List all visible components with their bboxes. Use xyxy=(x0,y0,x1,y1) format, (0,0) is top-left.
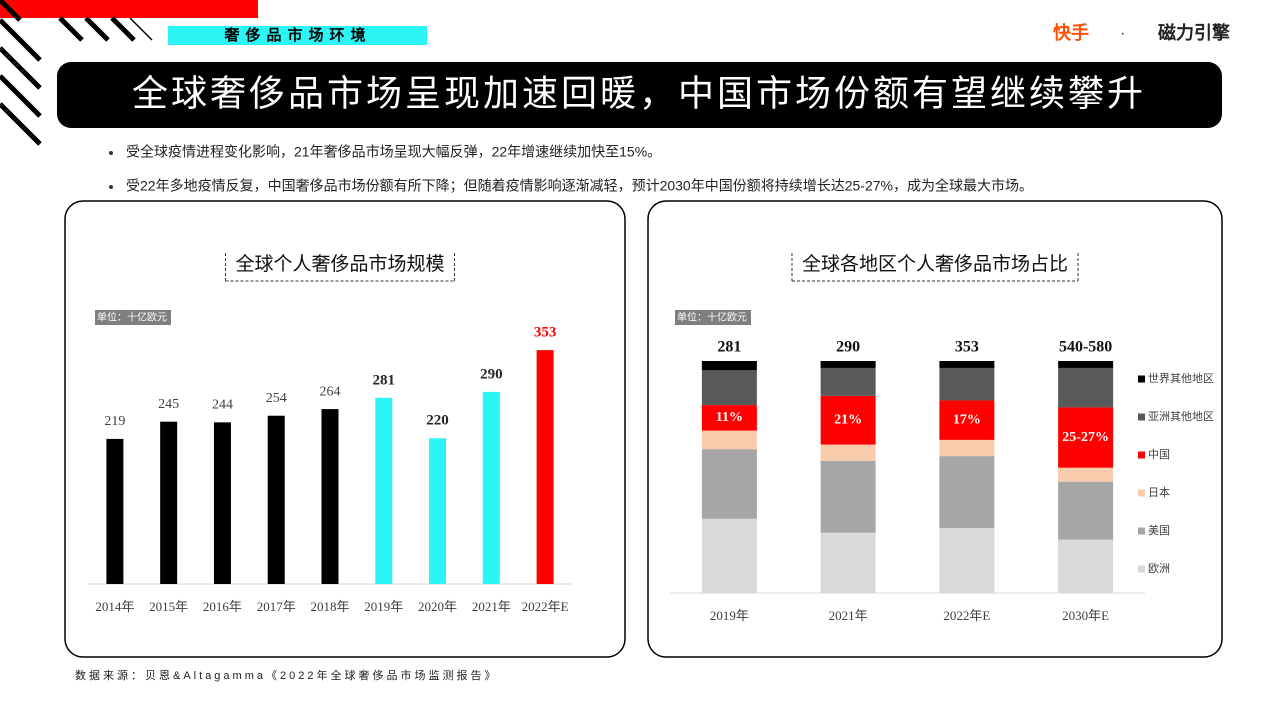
bar-segment xyxy=(1058,467,1114,482)
bar-segment xyxy=(939,361,995,368)
bar-segment xyxy=(939,439,995,457)
unit-label: 单位：十亿欧元 xyxy=(677,311,747,324)
title-banner xyxy=(57,62,1222,128)
legend-swatch xyxy=(1138,451,1145,459)
unit-box xyxy=(95,310,171,325)
bar xyxy=(375,397,393,584)
legend-label: 日本 xyxy=(1148,485,1170,499)
x-tick-label: 2022年E xyxy=(943,608,990,623)
bar-segment xyxy=(820,532,876,593)
x-tick-label: 2018年 xyxy=(310,599,349,614)
slide-title: 全球奢侈品市场呈现加速回暖，中国市场份额有望继续攀升 xyxy=(132,73,1146,114)
value-label: 281 xyxy=(373,372,396,388)
bar xyxy=(160,421,178,584)
total-label: 353 xyxy=(955,339,979,356)
bar-segment xyxy=(939,367,995,401)
legend-label: 中国 xyxy=(1148,448,1170,461)
legend-swatch xyxy=(1138,489,1145,497)
bar xyxy=(106,438,124,584)
bar xyxy=(429,438,447,584)
bar-segment xyxy=(939,456,995,529)
value-label: 220 xyxy=(426,413,449,429)
x-tick-label: 2015年 xyxy=(149,599,188,614)
bar-segment xyxy=(1058,539,1114,593)
bullet: 受22年多地疫情反复，中国奢侈品市场份额有所下降；但随着疫情影响逐渐减轻，预计2… xyxy=(126,178,1033,195)
x-tick-label: 2017年 xyxy=(257,599,296,614)
bar xyxy=(536,350,554,584)
bar-segment xyxy=(701,518,757,593)
bar-segment xyxy=(701,361,757,371)
value-label: 244 xyxy=(212,398,233,413)
bar-segment xyxy=(1058,481,1114,540)
x-tick-label: 2014年 xyxy=(95,599,134,614)
stripe-thin xyxy=(129,17,153,41)
bar-segment xyxy=(701,449,757,519)
legend-swatch xyxy=(1138,527,1145,535)
x-tick-label: 2021年 xyxy=(829,608,868,623)
logo-dot: · xyxy=(1120,25,1125,42)
bar-segment xyxy=(939,400,995,440)
x-tick-label: 2021年 xyxy=(472,599,511,614)
x-tick-label: 2016年 xyxy=(203,599,242,614)
value-label: 254 xyxy=(266,391,287,406)
bullet-dot xyxy=(109,185,113,189)
legend-label: 亚洲其他地区 xyxy=(1148,410,1214,423)
legend-label: 世界其他地区 xyxy=(1148,372,1214,385)
chart-title: 全球各地区个人奢侈品市场占比 xyxy=(802,253,1068,275)
bar-segment xyxy=(820,460,876,533)
legend-swatch xyxy=(1138,413,1145,421)
chart-title: 全球个人奢侈品市场规模 xyxy=(235,253,444,275)
legend-swatch xyxy=(1138,565,1145,573)
bar-segment xyxy=(820,367,876,396)
bar-segment xyxy=(820,395,876,445)
bar-segment xyxy=(1058,361,1114,368)
bar-segment xyxy=(820,361,876,368)
bar-segment xyxy=(701,370,757,406)
bar xyxy=(267,415,285,584)
bullet-dot xyxy=(109,151,113,155)
unit-label: 单位：十亿欧元 xyxy=(97,311,167,324)
segment-label: 17% xyxy=(953,412,981,427)
section-title: 奢侈品市场环境 xyxy=(223,26,371,44)
total-label: 281 xyxy=(717,339,741,356)
legend-swatch xyxy=(1138,375,1145,383)
top-bar xyxy=(0,0,258,18)
logo-a: 快手 xyxy=(1053,22,1089,43)
bar-segment xyxy=(820,444,876,461)
section-tag xyxy=(168,26,427,45)
bar xyxy=(213,422,231,584)
bar xyxy=(482,391,500,584)
unit-box xyxy=(675,310,751,325)
x-tick-label: 2020年 xyxy=(418,599,457,614)
bar xyxy=(321,409,339,584)
bar-segment xyxy=(939,528,995,593)
logo-b: 磁力引擎 xyxy=(1158,22,1230,43)
legend-label: 美国 xyxy=(1148,524,1170,537)
value-label: 290 xyxy=(480,366,503,382)
segment-label: 25-27% xyxy=(1062,430,1109,445)
segment-label: 21% xyxy=(834,412,862,427)
stripes xyxy=(0,0,136,146)
legend-label: 欧洲 xyxy=(1148,562,1170,575)
value-label: 219 xyxy=(104,414,125,429)
value-label: 353 xyxy=(534,325,557,341)
value-label: 245 xyxy=(158,397,179,412)
value-label: 264 xyxy=(320,384,341,399)
bullet: 受全球疫情进程变化影响，21年奢侈品市场呈现大幅反弹，22年增速继续加快至15%… xyxy=(126,144,661,160)
x-tick-label: 2019年 xyxy=(364,599,403,614)
x-tick-label: 2019年 xyxy=(710,608,749,623)
bar-segment xyxy=(701,405,757,431)
source: 数据来源：贝恩&Altagamma《2022年全球奢侈品市场监测报告》 xyxy=(75,668,498,682)
bar-segment xyxy=(1058,367,1114,408)
total-label: 540-580 xyxy=(1059,339,1112,356)
x-tick-label: 2022年E xyxy=(522,599,569,614)
bar-segment xyxy=(1058,407,1114,468)
x-tick-label: 2030年E xyxy=(1062,608,1109,623)
segment-label: 11% xyxy=(716,410,743,425)
total-label: 290 xyxy=(836,339,860,356)
bar-segment xyxy=(701,430,757,450)
